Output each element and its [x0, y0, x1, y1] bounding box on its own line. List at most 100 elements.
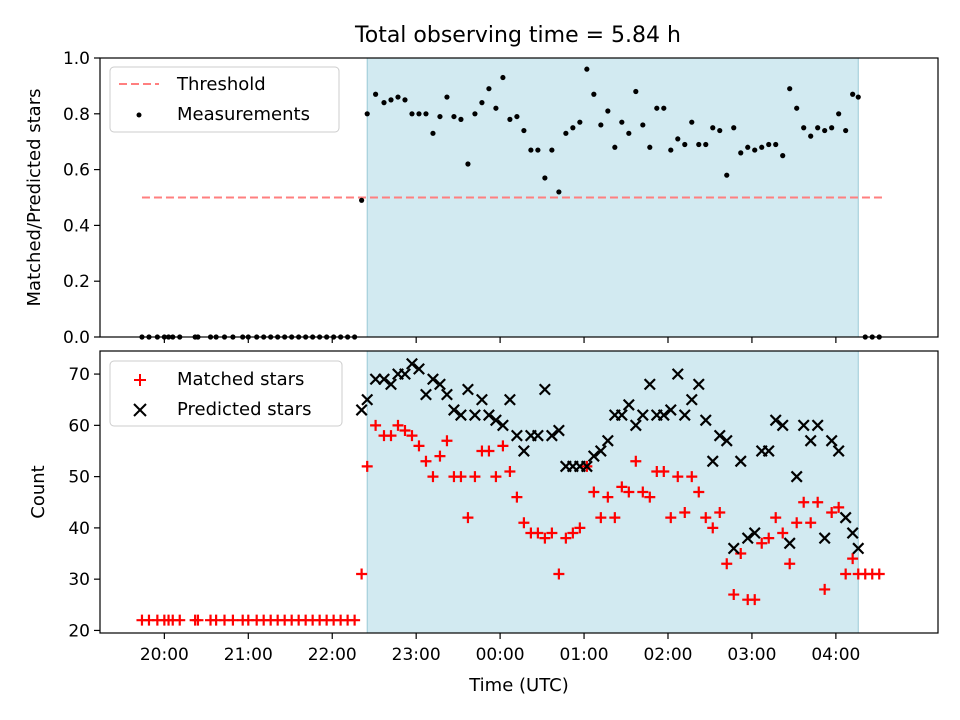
predicted-star-marker	[538, 383, 551, 396]
matched-star-marker	[455, 471, 467, 483]
predicted-star-marker	[769, 414, 782, 427]
predicted-star-marker	[790, 470, 803, 483]
measurement-point	[556, 189, 562, 195]
measurement-point	[486, 86, 492, 92]
predicted-star-marker	[852, 542, 865, 555]
matched-star-marker	[623, 486, 635, 498]
measurement-point	[584, 66, 590, 72]
ratio-ytick-label: 0.2	[63, 272, 90, 292]
predicted-star-marker	[643, 378, 656, 391]
measurement-point	[654, 105, 660, 111]
matched-star-marker	[707, 522, 719, 534]
measurement-point	[359, 197, 365, 203]
matched-star-marker	[679, 507, 691, 519]
measurement-point	[479, 100, 485, 106]
matched-star-marker	[511, 491, 523, 503]
measurement-point	[829, 125, 835, 131]
count-panel-ylabel: Count	[28, 465, 49, 518]
matched-star-marker	[665, 512, 677, 524]
measurements-series	[139, 66, 882, 340]
ratio-panel-ylabel: Matched/Predicted stars	[24, 89, 45, 307]
matched-star-marker	[630, 455, 642, 467]
matched-star-marker	[770, 512, 782, 524]
matched-star-marker	[686, 471, 698, 483]
predicted-star-marker	[811, 419, 824, 432]
count-ytick-label: 60	[68, 416, 90, 436]
measurement-point	[458, 116, 464, 122]
matched-star-marker	[462, 512, 474, 524]
measurement-point	[745, 144, 751, 150]
count-ytick-label: 40	[68, 519, 90, 539]
matched-star-marker	[833, 501, 845, 513]
matched-star-marker	[349, 614, 361, 626]
predicted-star-marker	[461, 383, 474, 396]
measurement-point	[577, 119, 583, 125]
observing-window-bottom	[366, 350, 859, 634]
measurement-point	[850, 91, 856, 97]
matched-star-marker	[483, 445, 495, 457]
matched-star-marker	[406, 430, 418, 442]
count-xtick-label: 20:00	[140, 645, 189, 665]
ratio-ytick-label: 0.0	[63, 328, 90, 348]
predicted-star-marker	[475, 393, 488, 406]
measurement-point	[472, 111, 478, 117]
matched-star-marker	[784, 558, 796, 570]
matched-star-marker	[567, 527, 579, 539]
measurement-point	[668, 147, 674, 153]
predicted-star-marker	[517, 445, 530, 457]
measurement-point	[626, 130, 632, 136]
matched-star-marker	[602, 491, 614, 503]
measurement-point	[731, 125, 737, 131]
predicted-star-marker	[503, 393, 516, 406]
measurement-point	[549, 147, 555, 153]
count-ytick-label: 20	[68, 621, 90, 641]
predicted-star-marker	[433, 378, 446, 391]
predicted-star-marker	[783, 537, 796, 550]
predicted-star-marker	[664, 403, 677, 416]
matched-star-marker	[441, 435, 453, 447]
count-panel: 20 30 40 50 60 70 20:00 21:00 22:00 23:00 00:00 01:…	[28, 350, 939, 696]
matched-star-marker	[553, 568, 565, 580]
predicted-star-marker	[482, 409, 495, 422]
matched-star-marker	[700, 512, 712, 524]
measurement-point	[855, 94, 861, 100]
matched-star-marker	[539, 532, 551, 544]
measurement-point	[766, 141, 772, 148]
predicted-star-marker	[720, 434, 733, 447]
matched-star-marker	[174, 614, 186, 626]
matched-star-marker	[588, 486, 600, 498]
predicted-star-marker	[685, 393, 698, 406]
matched-star-marker	[385, 430, 397, 442]
measurement-point	[710, 125, 716, 131]
measurement-point	[535, 147, 541, 153]
ratio-legend: Threshold Measurements	[109, 66, 340, 133]
measurement-point	[724, 172, 730, 178]
measurement-point	[780, 153, 786, 159]
measurement-point	[661, 105, 667, 111]
measurement-point	[409, 111, 415, 117]
measurement-point	[437, 113, 443, 120]
measurement-point	[647, 144, 653, 150]
count-panel-xlabel: Time (UTC)	[468, 675, 569, 696]
matched-star-marker	[413, 440, 425, 452]
predicted-star-marker	[587, 450, 600, 463]
matched-star-marker	[728, 589, 740, 601]
count-ytick-label: 30	[68, 570, 90, 590]
predicted-star-marker	[545, 429, 558, 442]
matched-star-marker	[805, 517, 817, 529]
predicted-star-marker	[636, 409, 649, 422]
matched-star-marker	[791, 517, 803, 529]
matched-stars-series	[136, 419, 885, 626]
predicted-star-marker	[797, 419, 810, 432]
matched-star-marker	[721, 558, 733, 570]
matched-star-marker	[819, 583, 831, 595]
predicted-star-marker	[713, 429, 726, 442]
matched-star-marker	[873, 568, 885, 580]
predicted-star-marker	[385, 378, 397, 391]
count-xtick-label: 01:00	[560, 645, 609, 665]
predicted-star-marker	[846, 527, 859, 539]
count-ytick-label: 50	[68, 468, 90, 488]
predicted-star-marker	[825, 434, 838, 447]
count-xtick-label: 23:00	[392, 645, 441, 665]
